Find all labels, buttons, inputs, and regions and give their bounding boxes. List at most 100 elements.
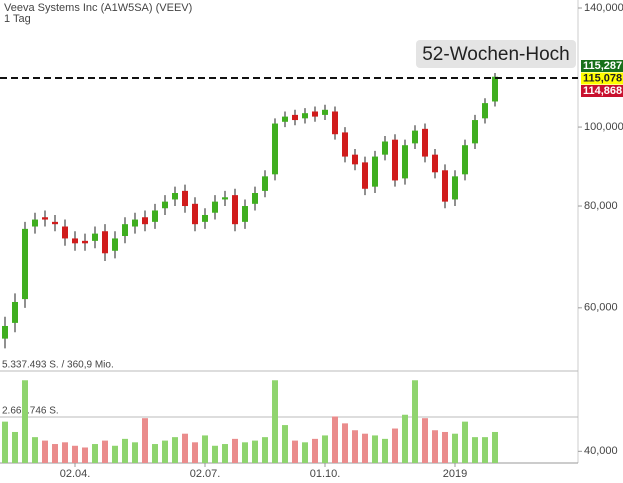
volume-bar	[482, 437, 488, 463]
volume-bar	[72, 445, 78, 463]
volume-bar	[182, 433, 188, 463]
candle-body	[322, 109, 328, 115]
volume-bar	[292, 440, 298, 463]
volume-bar	[102, 440, 108, 463]
volume-bar	[262, 437, 268, 463]
price-label: 115,287	[583, 60, 622, 72]
candle-body	[272, 123, 278, 175]
candle-body	[42, 217, 48, 220]
candle-body	[222, 197, 228, 200]
candle-body	[12, 301, 18, 323]
volume-bar	[112, 445, 118, 463]
volume-bar	[362, 433, 368, 463]
volume-bar	[252, 440, 258, 463]
chart-title: Veeva Systems Inc (A1W5SA) (VEEV)	[4, 2, 192, 14]
volume-bar	[162, 440, 168, 463]
candle-body	[212, 201, 218, 213]
candle-body	[302, 113, 308, 119]
candle-body	[2, 325, 8, 339]
candle-body	[362, 162, 368, 189]
volume-bar	[412, 380, 418, 463]
candle-body	[292, 114, 298, 121]
candle-body	[112, 238, 118, 251]
candle-body	[122, 224, 128, 237]
volume-bar	[392, 428, 398, 463]
volume-bar	[442, 431, 448, 463]
volume-bar	[342, 423, 348, 463]
volume-bar	[122, 438, 128, 463]
candle-body	[232, 195, 238, 225]
candle-body	[352, 154, 358, 165]
price-label: 115,078	[583, 72, 622, 84]
volume-bar	[282, 425, 288, 463]
annotation-box	[416, 40, 576, 68]
x-tick-label: 2019	[443, 468, 467, 480]
candle-body	[462, 145, 468, 175]
candle-body	[492, 76, 498, 102]
x-tick-label: 02.04.	[60, 468, 91, 480]
candle-body	[192, 203, 198, 225]
volume-bar	[142, 418, 148, 463]
candle-body	[312, 111, 318, 117]
volume-bar	[492, 431, 498, 463]
volume-bar	[332, 416, 338, 463]
x-tick-label: 02.07.	[190, 468, 221, 480]
volume-bar	[92, 444, 98, 463]
candle-body	[482, 103, 488, 119]
volume-bar	[432, 430, 438, 463]
price-label-box	[581, 85, 623, 97]
volume-bar	[132, 442, 138, 463]
volume-bar	[152, 444, 158, 463]
volume-tick-label: 5.337.493 S. / 360,9 Mio.	[2, 360, 114, 371]
volume-bar	[272, 380, 278, 463]
chart-subtitle: 1 Tag	[4, 13, 31, 25]
y-tick-label: 40,000	[584, 445, 618, 457]
volume-bar	[212, 445, 218, 463]
volume-bar	[232, 438, 238, 463]
y-tick-label: 80,000	[584, 200, 618, 212]
volume-bar	[172, 437, 178, 463]
volume-bar	[302, 442, 308, 463]
volume-bar	[422, 418, 428, 463]
candle-body	[452, 176, 458, 200]
volume-bar	[52, 444, 58, 463]
candle-body	[102, 231, 108, 254]
candle-body	[132, 219, 138, 227]
price-label-box	[581, 60, 623, 72]
volume-bar	[82, 447, 88, 463]
candle-body	[162, 201, 168, 209]
volume-bar	[452, 433, 458, 463]
volume-bar	[462, 421, 468, 463]
x-tick-label: 01.10.	[310, 468, 341, 480]
candle-body	[142, 217, 148, 225]
y-tick-label: 60,000	[584, 302, 618, 314]
candle-body	[382, 141, 388, 155]
candle-body	[152, 210, 158, 222]
candle-body	[392, 139, 398, 181]
candle-body	[252, 192, 258, 204]
volume-bar	[322, 435, 328, 463]
volume-bar	[312, 438, 318, 463]
candle-body	[242, 206, 248, 222]
volume-bar	[472, 437, 478, 463]
candle-body	[82, 240, 88, 244]
candle-body	[92, 233, 98, 241]
candle-body	[32, 219, 38, 227]
price-label: 114,868	[583, 85, 622, 97]
candle-body	[172, 192, 178, 200]
volume-bar	[352, 430, 358, 463]
candle-body	[282, 116, 288, 122]
candle-body	[342, 132, 348, 157]
candle-body	[422, 128, 428, 157]
volume-bar	[222, 444, 228, 463]
candle-body	[432, 154, 438, 173]
candle-body	[472, 120, 478, 144]
candle-body	[262, 176, 268, 191]
volume-bar	[12, 431, 18, 463]
volume-bar	[32, 437, 38, 463]
volume-bar	[382, 438, 388, 463]
volume-bar	[242, 442, 248, 463]
candle-body	[22, 228, 28, 300]
candle-body	[442, 170, 448, 202]
